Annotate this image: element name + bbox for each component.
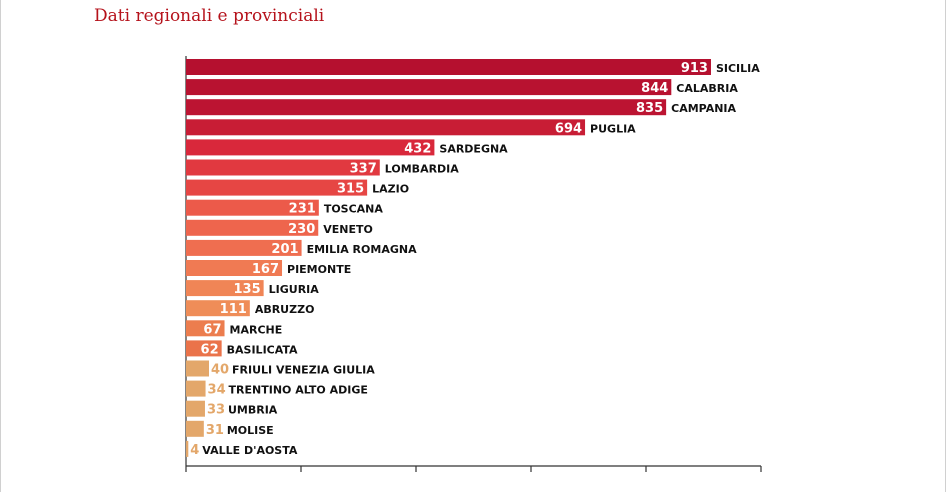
- bar-category-label: LAZIO: [372, 183, 409, 196]
- bar-category-label: FRIULI VENEZIA GIULIA: [232, 364, 375, 377]
- bar-calabria: [186, 79, 672, 96]
- bar-category-label: LIGURIA: [269, 283, 320, 296]
- bar-lazio: [186, 179, 368, 196]
- bar-value-label: 40: [211, 363, 229, 378]
- bar-value-label: 33: [207, 403, 225, 418]
- bar-campania: [186, 99, 667, 116]
- bar-value-label: 201: [271, 242, 298, 257]
- bar-valle-d-aosta: [186, 440, 189, 457]
- bar-value-label: 167: [252, 262, 279, 277]
- bar-liguria: [186, 280, 264, 297]
- bar-trentino-alto-adige: [186, 380, 206, 397]
- bar-category-label: MOLISE: [227, 424, 274, 437]
- page-title: Dati regionali e provinciali: [94, 6, 325, 26]
- bar-category-label: TRENTINO ALTO ADIGE: [229, 384, 368, 397]
- bar-value-label: 694: [555, 121, 582, 136]
- bar-sardegna: [186, 139, 435, 156]
- bar-marche: [186, 320, 225, 337]
- frame-right-border: [945, 0, 946, 492]
- bar-value-label: 31: [206, 423, 224, 438]
- bar-category-label: UMBRIA: [228, 404, 278, 417]
- bar-category-label: MARCHE: [230, 323, 283, 336]
- bar-emilia-romagna: [186, 239, 302, 256]
- bar-value-label: 67: [203, 322, 221, 337]
- bar-category-label: VALLE D'AOSTA: [202, 444, 298, 457]
- bar-value-label: 432: [404, 141, 431, 156]
- bar-sicilia: [186, 59, 711, 75]
- bar-value-label: 844: [641, 81, 668, 96]
- bar-value-label: 4: [190, 443, 199, 458]
- bar-puglia: [186, 119, 586, 136]
- frame-left-border: [0, 0, 1, 492]
- bar-value-label: 835: [636, 101, 663, 116]
- bar-value-label: 315: [337, 182, 364, 197]
- bar-value-label: 231: [289, 202, 316, 217]
- bar-category-label: SICILIA: [716, 62, 760, 75]
- bar-category-label: ABRUZZO: [255, 303, 315, 316]
- bar-category-label: VENETO: [323, 223, 373, 236]
- bar-value-label: 135: [233, 282, 260, 297]
- bar-category-label: CALABRIA: [676, 82, 738, 95]
- bar-value-label: 111: [220, 302, 247, 317]
- bar-toscana: [186, 199, 319, 216]
- bar-piemonte: [186, 260, 283, 276]
- bar-umbria: [186, 400, 205, 417]
- bar-category-label: PIEMONTE: [287, 263, 351, 276]
- bar-molise: [186, 420, 204, 437]
- bar-friuli-venezia-giulia: [186, 360, 209, 377]
- bar-category-label: BASILICATA: [227, 343, 298, 356]
- bar-category-label: SARDEGNA: [439, 142, 508, 155]
- bar-basilicata: [186, 340, 222, 357]
- bar-value-label: 62: [201, 342, 219, 357]
- bar-abruzzo: [186, 300, 250, 317]
- bar-value-label: 913: [681, 61, 708, 76]
- bar-category-label: TOSCANA: [324, 203, 384, 216]
- bar-category-label: LOMBARDIA: [385, 163, 460, 176]
- bar-value-label: 34: [208, 383, 226, 398]
- bar-veneto: [186, 219, 319, 236]
- bar-value-label: 337: [350, 162, 377, 177]
- bar-lombardia: [186, 159, 380, 176]
- bar-category-label: PUGLIA: [590, 122, 636, 135]
- bar-category-label: EMILIA ROMAGNA: [307, 243, 418, 256]
- bar-value-label: 230: [288, 222, 315, 237]
- bar-category-label: CAMPANIA: [671, 102, 736, 115]
